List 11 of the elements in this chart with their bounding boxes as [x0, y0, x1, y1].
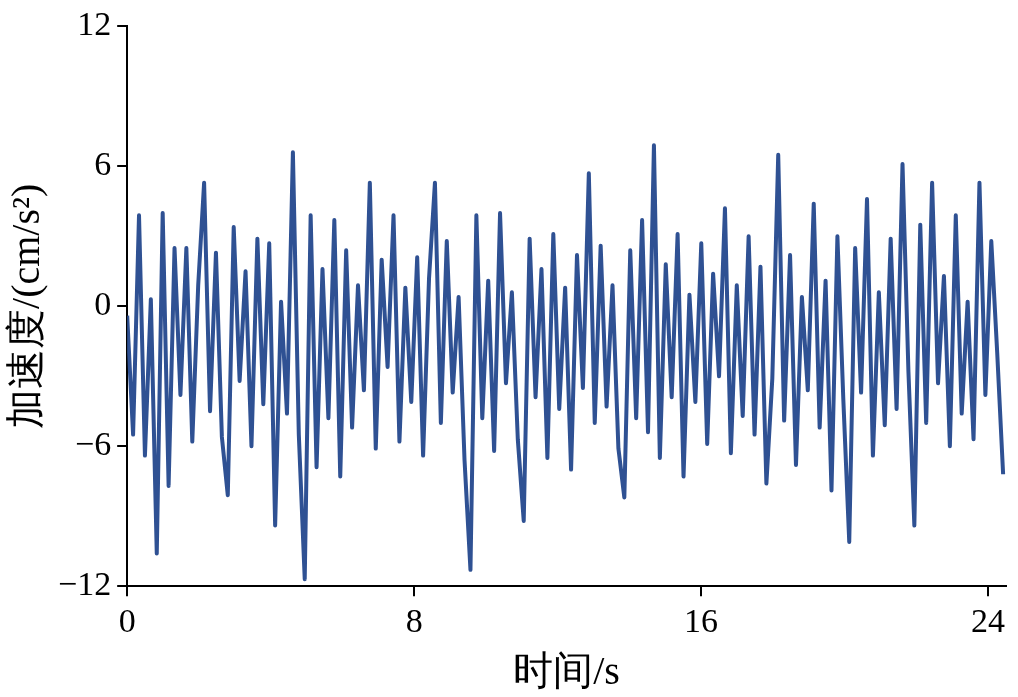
x-tick-label: 24 — [971, 601, 1006, 639]
y-tick-label: 12 — [77, 5, 112, 43]
x-tick-label: 8 — [405, 601, 423, 639]
x-tick-label: 0 — [118, 601, 136, 639]
x-axis-title: 时间/s — [513, 647, 620, 693]
y-tick-label: −6 — [74, 425, 112, 463]
y-axis-title: 加速度/(cm/s²) — [2, 183, 48, 429]
y-tick-label: 6 — [94, 145, 112, 183]
y-tick-label: −12 — [57, 565, 112, 603]
x-tick-label: 16 — [684, 601, 719, 639]
y-tick-label: 0 — [94, 285, 112, 323]
